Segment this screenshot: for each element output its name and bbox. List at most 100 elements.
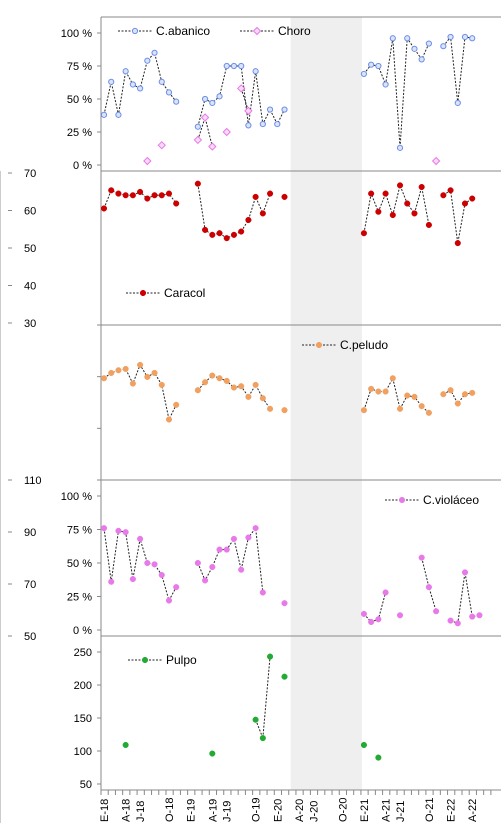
data-point — [238, 566, 245, 573]
data-point — [267, 190, 274, 197]
data-point — [418, 403, 425, 410]
data-point — [115, 111, 122, 118]
legend-choro: Choro — [240, 24, 311, 38]
data-point — [368, 61, 375, 68]
legend-marker — [131, 27, 139, 35]
legend-label: Choro — [278, 24, 311, 38]
x-tick-label: J-20 — [308, 801, 320, 822]
data-point — [108, 369, 115, 376]
data-point — [108, 78, 115, 85]
data-point — [252, 525, 259, 532]
data-point — [144, 373, 151, 380]
data-point — [281, 600, 288, 607]
y-tick-label: 50 — [24, 243, 36, 255]
data-point — [411, 210, 418, 217]
data-point — [281, 673, 288, 680]
y-tick-label: 0 % — [73, 160, 92, 172]
data-point — [173, 584, 180, 591]
series-line — [103, 363, 177, 421]
data-point — [396, 405, 404, 412]
series-caracol — [100, 180, 476, 247]
data-point — [375, 388, 382, 395]
data-point — [216, 93, 223, 100]
series-line — [421, 557, 437, 612]
x-tick-label: A-22 — [467, 799, 479, 822]
data-point — [137, 188, 144, 195]
series-line — [442, 35, 473, 104]
data-point — [115, 527, 122, 534]
data-point — [447, 33, 454, 41]
data-point — [461, 391, 469, 398]
data-point — [151, 369, 158, 376]
data-point — [122, 529, 129, 536]
data-point — [368, 618, 375, 626]
data-point — [216, 230, 223, 237]
data-point — [396, 144, 404, 151]
y-tick-label: 50 % — [67, 558, 92, 570]
data-point — [223, 546, 230, 553]
data-point — [252, 68, 259, 75]
data-point — [122, 68, 129, 75]
data-point — [230, 62, 238, 70]
data-point — [375, 208, 382, 215]
data-point — [238, 228, 245, 235]
data-point — [259, 120, 266, 128]
data-point — [404, 392, 411, 399]
x-tick-label: J-21 — [395, 801, 407, 822]
data-point — [100, 205, 108, 212]
x-tick-label: A-18 — [121, 799, 133, 822]
data-point — [440, 391, 447, 398]
data-point — [129, 192, 136, 199]
data-point — [209, 372, 216, 379]
series-line — [363, 376, 430, 414]
legend-label: Pulpo — [166, 653, 197, 667]
legend-marker — [252, 26, 262, 36]
data-point — [267, 405, 274, 412]
series-line — [363, 592, 387, 623]
y-tick-label: 0 % — [73, 625, 92, 637]
series-choro — [143, 84, 441, 166]
data-point — [476, 612, 483, 619]
data-point — [157, 140, 166, 150]
data-point — [108, 578, 115, 585]
data-point — [396, 612, 404, 619]
shaded-period — [290, 17, 362, 790]
data-point — [259, 395, 266, 402]
data-point — [223, 62, 230, 70]
y-tick-label: 100 % — [61, 491, 92, 503]
data-point — [209, 231, 216, 238]
data-point — [382, 388, 389, 395]
data-point — [245, 534, 252, 541]
data-point — [360, 70, 368, 78]
data-point — [245, 216, 252, 224]
y-tick-label: 150 — [74, 713, 92, 725]
data-point — [425, 409, 432, 416]
data-point — [425, 40, 432, 47]
legend-cpeludo: C.peludo — [302, 338, 388, 352]
data-point — [194, 559, 201, 567]
data-point — [129, 81, 136, 88]
x-tick-label: O-19 — [251, 798, 263, 822]
x-tick-label: E-20 — [272, 799, 284, 822]
data-point — [230, 384, 238, 391]
data-point — [382, 81, 389, 88]
data-point — [454, 99, 461, 107]
data-point — [431, 156, 441, 166]
y-tick-label: 250 — [74, 647, 92, 659]
data-point — [144, 559, 151, 567]
data-point — [245, 122, 252, 129]
y-tick-label: 60 — [24, 206, 36, 218]
series-line — [363, 36, 430, 148]
data-point — [252, 716, 259, 723]
y-tick-label: 100 — [74, 746, 92, 758]
data-point — [209, 750, 216, 757]
data-point — [259, 210, 266, 217]
data-point — [151, 561, 158, 568]
data-point — [209, 99, 216, 107]
data-point — [137, 535, 144, 542]
data-point — [266, 106, 274, 113]
data-point — [461, 200, 469, 207]
data-point — [115, 367, 122, 374]
x-tick-label: E-19 — [186, 799, 198, 822]
